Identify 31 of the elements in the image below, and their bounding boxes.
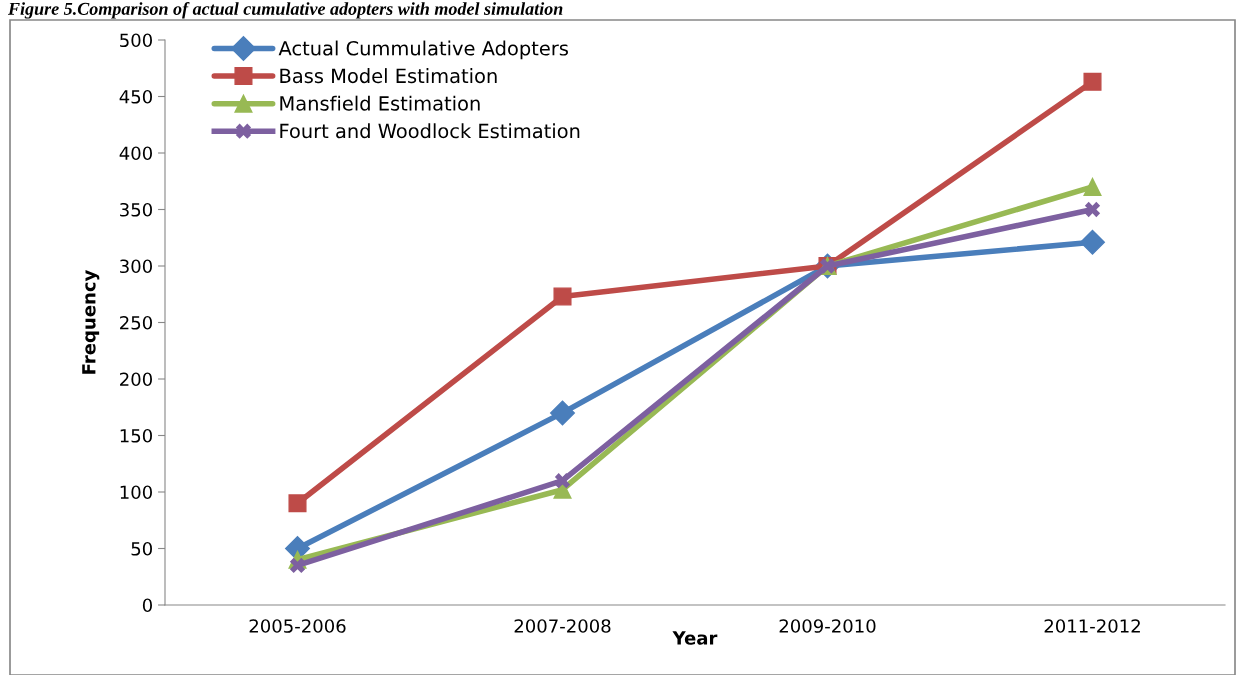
chart-title: Figure 5.Comparison of actual cumulative adopters with model simulation <box>7 2 563 19</box>
y-tick-label: 300 <box>120 259 152 274</box>
point <box>288 494 307 513</box>
legend-label: Mansfield Estimation <box>280 95 480 111</box>
y-tick-label: 250 <box>120 315 152 330</box>
x-axis-title: Year <box>672 631 718 645</box>
point <box>550 400 575 426</box>
x-tick-label: 2011-2012 <box>1044 619 1140 633</box>
point <box>289 557 306 574</box>
y-axis-title: Frequency <box>82 269 100 374</box>
y-tick-label: 450 <box>119 89 152 104</box>
point <box>1083 72 1102 91</box>
y-tick-label: 500 <box>120 33 152 48</box>
y-tick-label: 200 <box>120 372 152 387</box>
y-tick-label: 100 <box>120 485 152 500</box>
point <box>553 287 572 306</box>
x-tick-label: 2009-2010 <box>779 619 876 633</box>
x-tick-label: 2005-2006 <box>249 619 346 633</box>
y-tick-label: 150 <box>120 428 152 443</box>
point <box>1084 201 1101 218</box>
point <box>1083 177 1102 196</box>
point <box>554 473 571 489</box>
x-tick-label: 2007-2008 <box>514 619 611 633</box>
y-tick-label: 50 <box>131 541 152 556</box>
legend-label: Fourt and Woodlock Estimation <box>280 123 580 139</box>
y-tick-label: 400 <box>119 146 152 161</box>
point <box>1080 229 1105 255</box>
legend-label: Bass Model Estimation <box>280 68 497 84</box>
y-tick-label: 0 <box>142 598 152 613</box>
y-tick-label: 350 <box>120 202 152 217</box>
legend-label: Actual Cummulative Adopters <box>278 40 568 60</box>
